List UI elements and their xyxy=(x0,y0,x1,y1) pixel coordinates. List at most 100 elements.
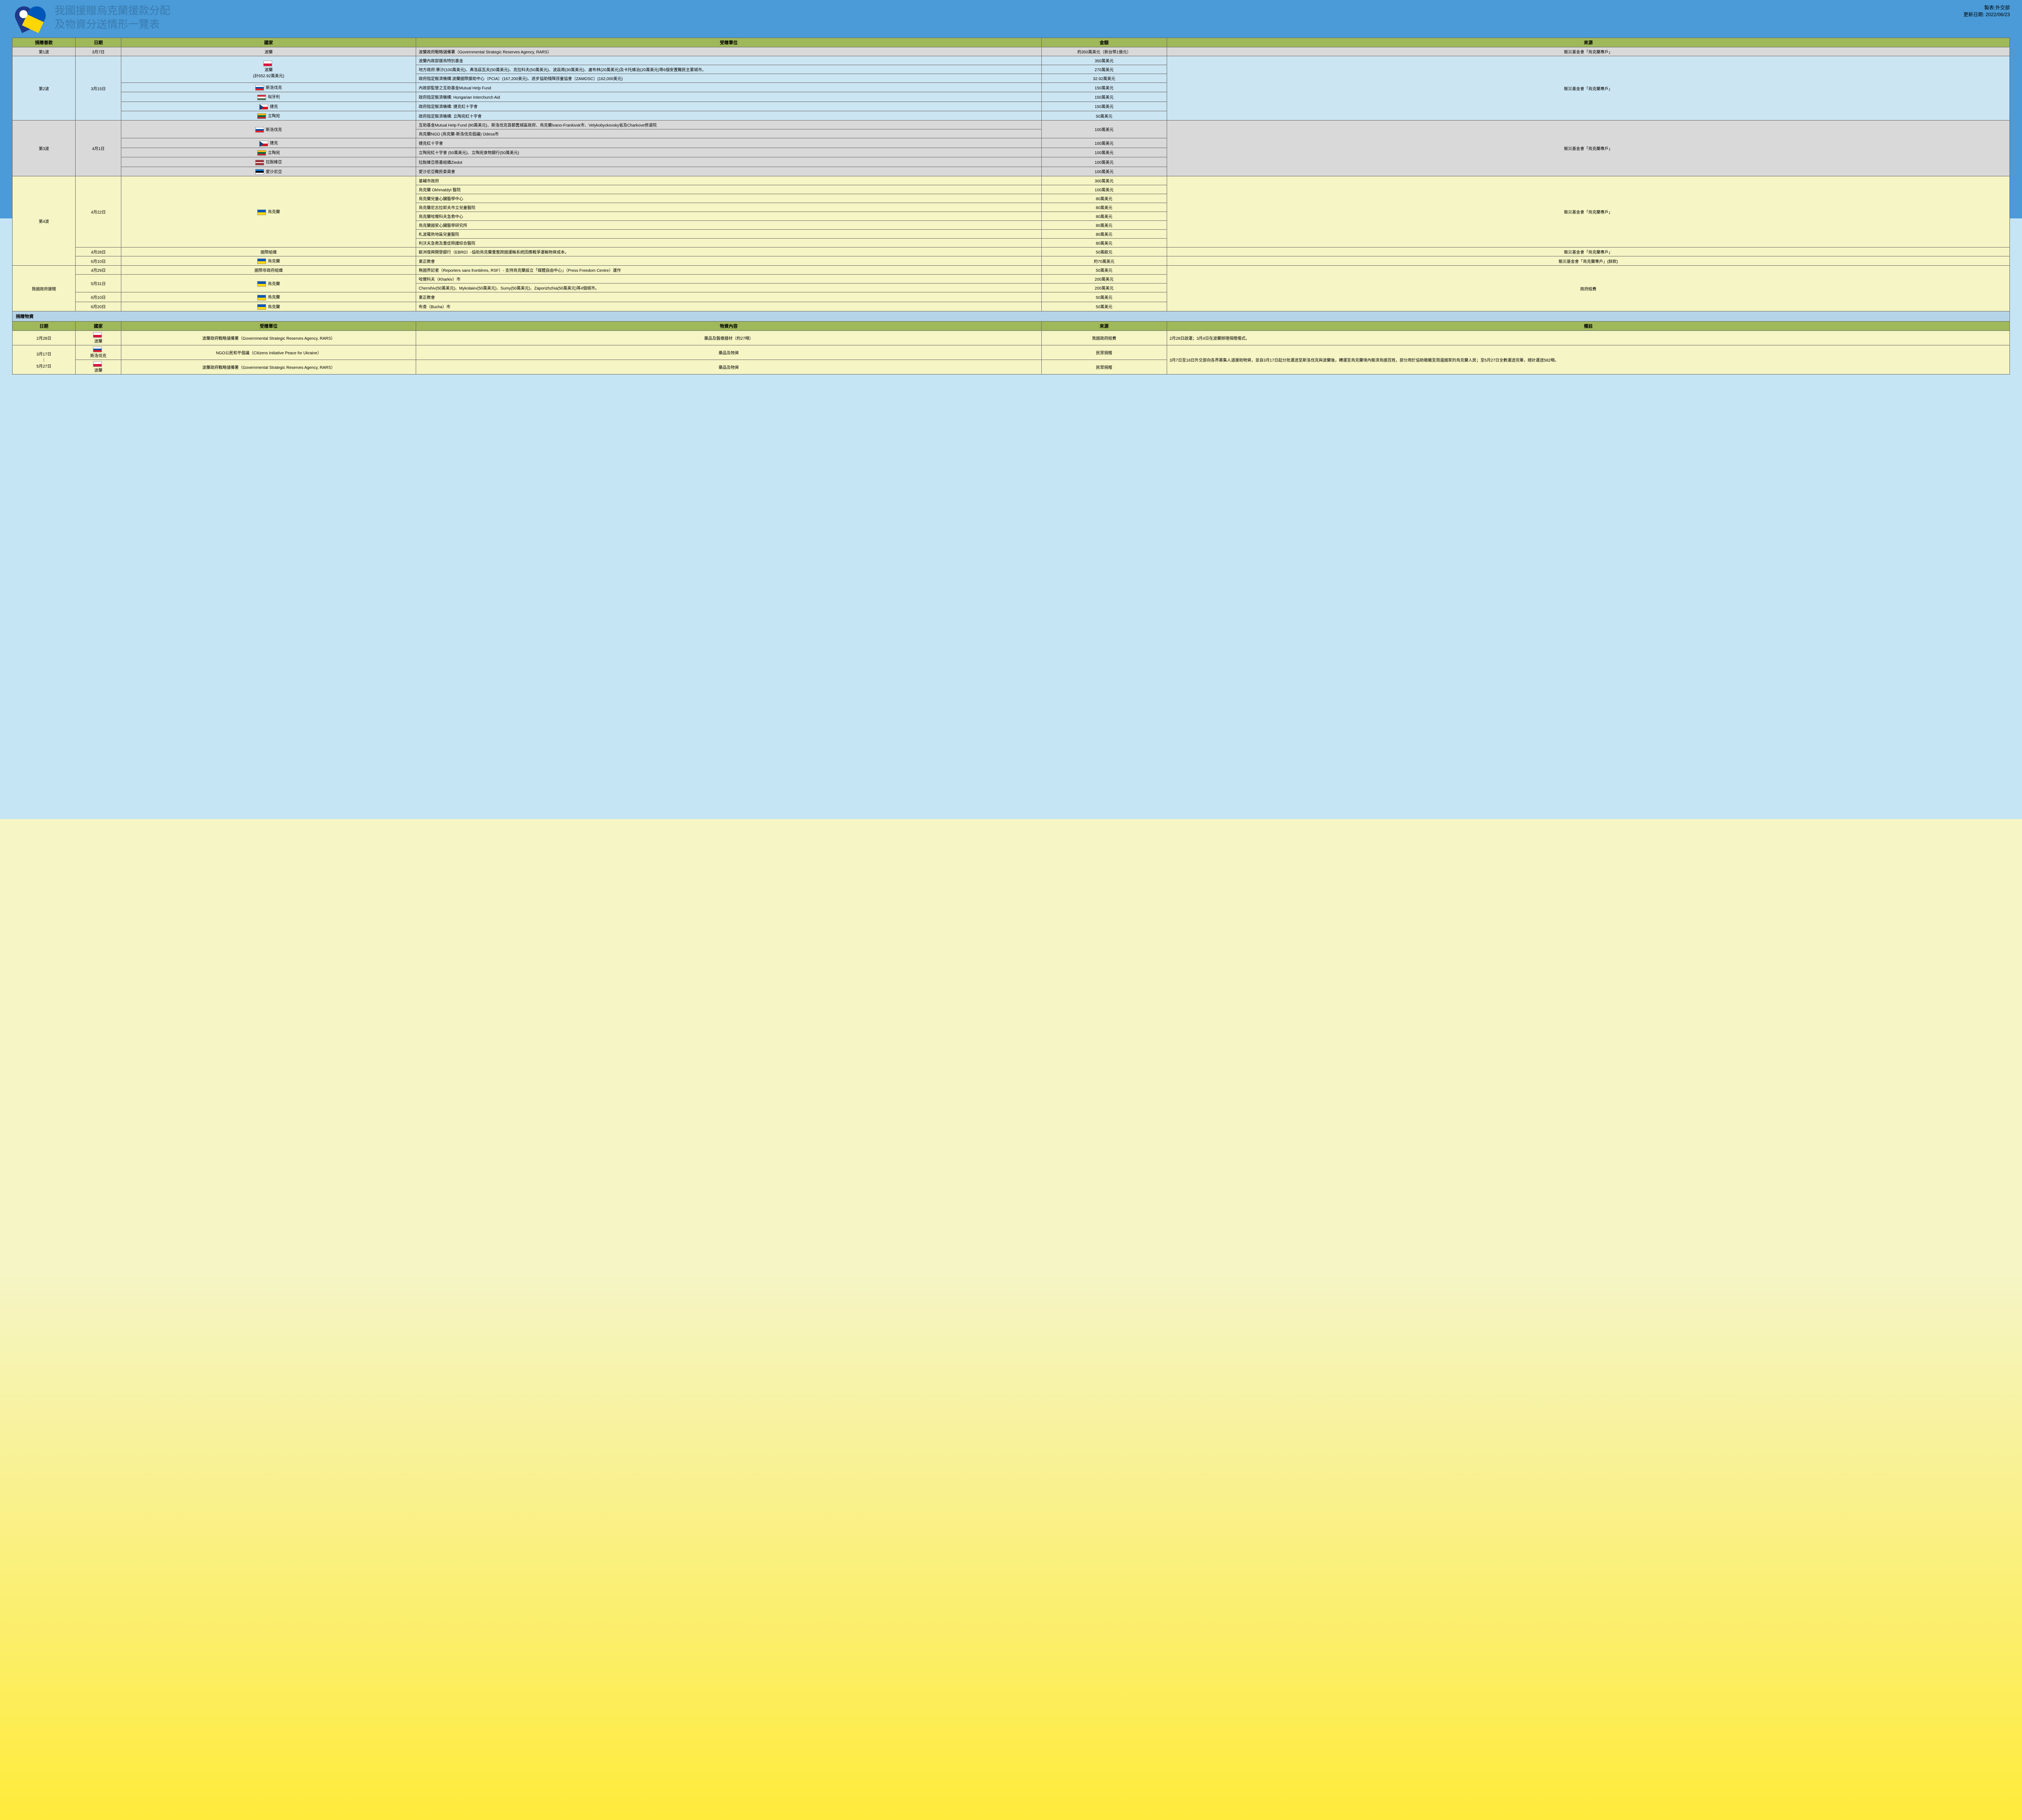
mat-r1-src: 我國政府經費 xyxy=(1041,330,1167,345)
w4-r8-amt: 80萬美元 xyxy=(1041,238,1167,247)
flag-czech-icon xyxy=(259,104,268,110)
wave1-label: 第1波 xyxy=(13,47,76,56)
w2-r2-amt: 270萬美元 xyxy=(1041,65,1167,74)
gov-r4-d: 6月10日 xyxy=(75,292,121,302)
flag-ukraine-icon xyxy=(257,304,266,310)
w3-lt: 立陶宛 xyxy=(121,148,416,157)
w2-lt: 立陶宛 xyxy=(121,111,416,121)
gov-r3-amt: 200萬美元 xyxy=(1041,284,1167,292)
meta-block: 製表:外交部 更新日期: 2022/06/23 xyxy=(1963,4,2010,18)
w2-cz-amt: 150萬美元 xyxy=(1041,102,1167,111)
flag-czech-icon xyxy=(259,141,268,146)
mat-r2-content2: 藥品及物資 xyxy=(416,360,1041,374)
gov-r1-c: 國際非政府組織 xyxy=(121,266,416,275)
wave1-country: 波蘭 xyxy=(121,47,416,56)
flag-lithuania-icon xyxy=(257,150,266,156)
w2-r1-recip: 波蘭內政部援烏特別基金 xyxy=(416,56,1041,65)
wave1-date: 3月7日 xyxy=(75,47,121,56)
gov-r5-c: 烏克蘭 xyxy=(121,302,416,311)
gov-r1-amt: 50萬美元 xyxy=(1041,266,1167,275)
flag-poland-icon xyxy=(93,332,102,338)
w3-sk-r2: 烏克蘭NGO (烏克蘭-斯洛伐克倡議) Odesa市 xyxy=(416,129,1041,138)
w4-d3: 6月10日 xyxy=(75,256,121,265)
wave2-src: 賑災基金會「烏克蘭專戶」 xyxy=(1167,56,2009,121)
w4-r6-amt: 80萬美元 xyxy=(1041,220,1167,229)
mat-r2-c2: 波蘭 xyxy=(75,360,121,374)
mat-r2-recip2: 波蘭政府戰略儲備署（Governmental Strategic Reserve… xyxy=(121,360,416,374)
flag-slovakia-icon xyxy=(255,127,264,133)
w3-lv: 拉脫維亞 xyxy=(121,157,416,167)
header: 我國援贈烏克蘭援款分配 及物資分送情形一覽表 製表:外交部 更新日期: 2022… xyxy=(12,4,2010,34)
mat-r1-content: 藥品及醫療器材（約27噸） xyxy=(416,330,1041,345)
w4-r9-recip: 歐洲復興開發銀行（EBRD）-協助烏克蘭重整跨國運輸系統因應戰爭運輸物資成本。 xyxy=(416,247,1041,256)
mat-r1-recip: 波蘭政府戰略儲備署（Governmental Strategic Reserve… xyxy=(121,330,416,345)
col-donate: 捐贈善款 xyxy=(13,38,76,47)
mcol-country: 國家 xyxy=(75,321,121,330)
w4-r10-amt: 約70萬美元 xyxy=(1041,256,1167,265)
gov-r3-recip: Chernihiv(50萬美元)、Mykolaiev(50萬美元)、Sumy(5… xyxy=(416,284,1041,292)
gov-r5-amt: 50萬美元 xyxy=(1041,302,1167,311)
col-recipient: 受贈單位 xyxy=(416,38,1041,47)
title-line2: 及物資分送情形一覽表 xyxy=(55,18,1957,32)
w3-ee: 愛沙尼亞 xyxy=(121,167,416,176)
w4-r1-recip: 基輔市政府 xyxy=(416,176,1041,185)
w3-ee-recip: 愛沙尼亞難民委員會 xyxy=(416,167,1041,176)
w2-lt-amt: 50萬美元 xyxy=(1041,111,1167,121)
w2-cz: 捷克 xyxy=(121,102,416,111)
flag-ukraine-icon xyxy=(257,281,266,287)
flag-poland-icon xyxy=(93,361,102,367)
mat-r2-recip1: NGO公民和平倡議（Citizens Initiative Peace for … xyxy=(121,345,416,360)
mat-r2-src2: 民眾捐贈 xyxy=(1041,360,1167,374)
w4-r4-recip: 烏克蘭尼古拉耶夫市立兒童醫院 xyxy=(416,203,1041,212)
gov-r2-c: 烏克蘭 xyxy=(121,275,416,292)
gov-r4-amt: 50萬美元 xyxy=(1041,292,1167,302)
gov-r4-recip: 東正教會 xyxy=(416,292,1041,302)
w4-r1-amt: 300萬美元 xyxy=(1041,176,1167,185)
w4-r4-amt: 80萬美元 xyxy=(1041,203,1167,212)
wave1-amt: 約350萬美元（新台幣1億元） xyxy=(1041,47,1167,56)
w4-c2: 國際組織 xyxy=(121,247,416,256)
w3-cz: 捷克 xyxy=(121,138,416,148)
wave3-date: 4月1日 xyxy=(75,121,121,176)
w4-r9-amt: 50萬歐元 xyxy=(1041,247,1167,256)
col-source: 來源 xyxy=(1167,38,2009,47)
col-country: 國家 xyxy=(121,38,416,47)
flag-slovakia-icon xyxy=(93,347,102,352)
w4-r2-amt: 100萬美元 xyxy=(1041,185,1167,194)
meta-author: 製表:外交部 xyxy=(1963,4,2010,11)
w3-sk-r1: 互助基金Mutual Help Fund (80萬美元)、斯洛伐克首都舊城區政府… xyxy=(416,121,1041,129)
w3-lt-amt: 100萬美元 xyxy=(1041,148,1167,157)
w2-sk-recip: 內政部監管之互助基金Mutual Help Fund xyxy=(416,83,1041,92)
w4-c3: 烏克蘭 xyxy=(121,256,416,265)
mcol-date: 日期 xyxy=(13,321,76,330)
w4-src3: 賑災基金會「烏克蘭專戶」(餘款) xyxy=(1167,256,2009,265)
w4-r2-recip: 烏克蘭 Okhmatdyt 醫院 xyxy=(416,185,1041,194)
mat-r2-note: 3月7日至18日外交部向各界募集人道援助物資，並自3月17日起分批運送至斯洛伐克… xyxy=(1167,345,2009,374)
w2-cz-recip: 政府指定賑濟機構: 捷克紅十字會 xyxy=(416,102,1041,111)
page-title: 我國援贈烏克蘭援款分配 及物資分送情形一覽表 xyxy=(55,4,1957,32)
w2-sk: 斯洛伐克 xyxy=(121,83,416,92)
w3-cz-recip: 捷克紅十字會 xyxy=(416,138,1041,148)
w4-r5-recip: 烏克蘭哈爾科夫急救中心 xyxy=(416,212,1041,220)
w2-hu: 匈牙利 xyxy=(121,92,416,102)
w4-r7-amt: 80萬美元 xyxy=(1041,229,1167,238)
mcol-note: 備註 xyxy=(1167,321,2009,330)
meta-date: 更新日期: 2022/06/23 xyxy=(1963,11,2010,18)
gov-r2-amt: 200萬美元 xyxy=(1041,275,1167,284)
flag-lithuania-icon xyxy=(257,113,266,119)
gov-r1-d: 4月29日 xyxy=(75,266,121,275)
gov-src: 政府經費 xyxy=(1167,266,2009,311)
flag-ukraine-icon xyxy=(257,258,266,264)
w4-r5-amt: 80萬美元 xyxy=(1041,212,1167,220)
w4-r7-recip: 札波羅熱地區兒童醫院 xyxy=(416,229,1041,238)
w4-r10-recip: 東正教會 xyxy=(416,256,1041,265)
w4-r8-recip: 利沃夫急救及重症照護綜合醫院 xyxy=(416,238,1041,247)
col-amount: 金額 xyxy=(1041,38,1167,47)
w2-r3-amt: 32.92萬美元 xyxy=(1041,74,1167,83)
mcol-source: 來源 xyxy=(1041,321,1167,330)
mat-r1-c: 波蘭 xyxy=(75,330,121,345)
wave2-date: 3月15日 xyxy=(75,56,121,121)
w2-sk-amt: 150萬美元 xyxy=(1041,83,1167,92)
w4-r6-recip: 烏克蘭國家心臟醫學研究所 xyxy=(416,220,1041,229)
w3-lt-recip: 立陶宛紅十字會 (50萬美元)、立陶宛食物銀行(50萬美元) xyxy=(416,148,1041,157)
